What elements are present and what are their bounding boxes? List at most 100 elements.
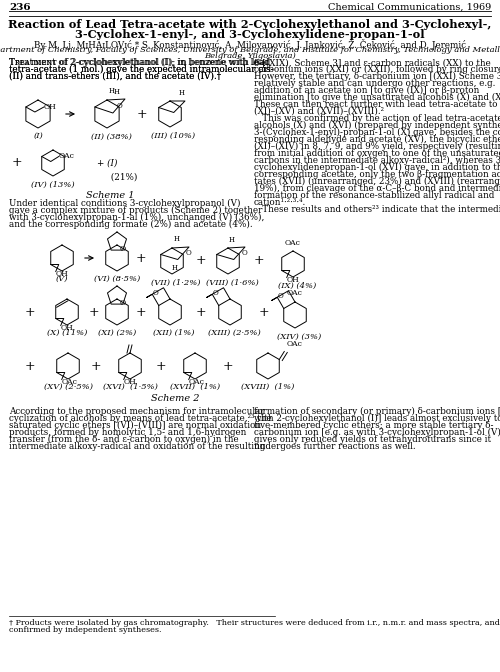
Text: products, formed by homolytic 1,5- and 1,6-hydrogen: products, formed by homolytic 1,5- and 1… [9,428,246,437]
Text: 3-(Cyclohex-1-enyl)-propan-1-ol (X) gave, besides the cor-: 3-(Cyclohex-1-enyl)-propan-1-ol (X) gave… [254,128,500,137]
Text: H: H [109,87,115,95]
Text: 236: 236 [9,3,30,12]
Text: (IX) (4%): (IX) (4%) [278,282,316,290]
Text: Chemical Communications, 1969: Chemical Communications, 1969 [328,3,491,12]
Text: By M. Lj. MɪHAɪLOVɪć,* S. Konstantinovɪć, A. Milovanović, J. Janković, Ž. Čekovi: By M. Lj. MɪHAɪLOVɪć,* S. Konstantinovɪć… [34,39,466,50]
Text: confirmed by independent syntheses.: confirmed by independent syntheses. [9,626,162,634]
Text: +: + [258,306,270,319]
Text: carbonium ions (XXI) or (XXII), followed by ring closure.: carbonium ions (XXI) or (XXII), followed… [254,65,500,74]
Text: OH: OH [124,378,136,386]
Text: addition of an acetate ion [to give (IX)] or β-proton: addition of an acetate ion [to give (IX)… [254,86,480,95]
Text: These results and others²³ indicate that the intermediate: These results and others²³ indicate that… [254,205,500,214]
Text: (21%): (21%) [97,173,138,182]
Text: OH: OH [56,271,68,278]
Text: OAc: OAc [287,289,303,297]
Text: Reaction of Lead Tetra-acetate with 2-Cyclohexylethanol and 3-Cyclohexyl-,: Reaction of Lead Tetra-acetate with 2-Cy… [8,19,492,30]
Text: OAc: OAc [58,153,74,161]
Text: carbonium ion [e.g. as with 3-cyclohexylpropan-1-ol (V)]: carbonium ion [e.g. as with 3-cyclohexyl… [254,428,500,437]
Text: OAc: OAc [188,378,204,386]
Text: O: O [120,245,126,253]
Text: (XVIII)  (1%): (XVIII) (1%) [242,383,294,391]
Text: 3-Cyclohex-1-enyl-, and 3-Cyclohexylidene-propan-1-ol: 3-Cyclohex-1-enyl-, and 3-Cyclohexyliden… [75,29,425,40]
Text: (XVI)  (1·5%): (XVI) (1·5%) [102,383,158,391]
Text: (Department of Chemistry, Faculty of Sciences, University of Belgrade, and Insti: (Department of Chemistry, Faculty of Sci… [0,46,500,54]
Text: and the corresponding formate (2%) and acetate (4%).: and the corresponding formate (2%) and a… [9,220,252,229]
Text: +: + [156,360,166,372]
Text: O: O [152,288,158,296]
Text: (II) (38%): (II) (38%) [90,133,132,141]
Text: cyclization of alcohols by means of lead tetra-acetate,²³ the: cyclization of alcohols by means of lead… [9,414,272,423]
Text: gives only reduced yields of tetrahydrofurans since it: gives only reduced yields of tetrahydrof… [254,435,491,444]
Text: elimination [to give the unsaturated alcohols (X) and (XVI)].: elimination [to give the unsaturated alc… [254,93,500,102]
Text: According to the proposed mechanism for intramolecular: According to the proposed mechanism for … [9,407,264,416]
Text: O: O [120,299,126,307]
Text: cation¹·²·³·⁴.: cation¹·²·³·⁴. [254,198,306,207]
Text: O: O [277,292,283,300]
Text: 19%), from cleavage of the α-C–β-C bond and intermediate: 19%), from cleavage of the α-C–β-C bond … [254,184,500,193]
Text: H: H [114,88,120,96]
Text: O: O [186,249,191,257]
Text: This was confirmed by the action of lead tetra-acetate on: This was confirmed by the action of lead… [254,114,500,123]
Text: OH: OH [60,325,74,333]
Text: tetra-acetate (1 mol.) gave the expected intramolecular cis-: tetra-acetate (1 mol.) gave the expected… [9,65,274,74]
Text: +: + [12,157,22,169]
Text: OAc: OAc [62,378,78,386]
Text: (XVII)  (1%): (XVII) (1%) [170,383,220,391]
Text: δ-[(XIX), Scheme 3] and ε-carbon radicals (XX) to the: δ-[(XIX), Scheme 3] and ε-carbon radical… [254,58,491,67]
Text: with 2-cyclohexylethanol (I)] leads almost exclusively to: with 2-cyclohexylethanol (I)] leads almo… [254,414,500,423]
Text: intermediate alkoxy-radical and oxidation of the resulting: intermediate alkoxy-radical and oxidatio… [9,442,266,451]
Text: (II) and trans-ethers (III), and the acetate (IV).†: (II) and trans-ethers (III), and the ace… [9,72,221,81]
Text: responding aldehyde and acetate (XV), the bicyclic ethers: responding aldehyde and acetate (XV), th… [254,135,500,144]
Text: carbons in the intermediate alkoxy-radical²), whereas 3-: carbons in the intermediate alkoxy-radic… [254,156,500,165]
Text: OAc: OAc [285,239,301,247]
Text: (XIV) (3%): (XIV) (3%) [277,333,321,341]
Text: H: H [172,263,177,271]
Text: H: H [179,89,185,97]
Text: (VII) (1·2%): (VII) (1·2%) [151,279,201,287]
Text: +: + [136,306,146,319]
Text: H: H [229,236,235,244]
Text: from initial addition of oxygen to one of the unsaturated: from initial addition of oxygen to one o… [254,149,500,158]
Text: Scheme 2: Scheme 2 [151,394,199,403]
Text: O: O [212,288,218,296]
Text: +: + [24,306,36,319]
Text: corresponding acetate, only the two β-fragmentation ace-: corresponding acetate, only the two β-fr… [254,170,500,179]
Text: (III) (10%): (III) (10%) [151,132,195,140]
Text: relatively stable and can undergo other reactions, e.g.: relatively stable and can undergo other … [254,79,496,88]
Text: (IV) (13%): (IV) (13%) [31,181,75,189]
Text: formation of the resonance-stabilized allyl radical and: formation of the resonance-stabilized al… [254,191,494,200]
Text: (XI) (2%): (XI) (2%) [98,329,136,337]
Text: (VIII) (1·6%): (VIII) (1·6%) [206,279,258,287]
Text: transfer (from the δ- and ε-carbon to oxygen) in the: transfer (from the δ- and ε-carbon to ox… [9,435,238,444]
Text: +: + [196,306,206,319]
Text: Tʀᴇᴀᴛᴍᴇɴᴛ of 2-cyclohexylethanol (I); in benzene with lead: Tʀᴇᴀᴛᴍᴇɴᴛ of 2-cyclohexylethanol (I); in… [9,58,270,67]
Text: tetra-acetate (1 mol.) gave the expected intramolecular cis-: tetra-acetate (1 mol.) gave the expected… [9,65,274,74]
Text: with 3-cyclohexylpropan-1-al (1%), unchanged (V) (36%),: with 3-cyclohexylpropan-1-al (1%), uncha… [9,213,264,222]
Text: Scheme 1: Scheme 1 [86,191,134,200]
Text: H: H [174,235,180,243]
Text: (VI) (8·5%): (VI) (8·5%) [94,275,140,283]
Text: O: O [242,249,247,257]
Text: +: + [196,255,206,267]
Text: OH: OH [286,276,300,284]
Text: five-membered cyclic ethers; a more stable tertiary δ-: five-membered cyclic ethers; a more stab… [254,421,494,430]
Text: (X) (11%): (X) (11%) [47,329,87,337]
Text: cyclohexylidenepropan-1-ol (XVI) gave, in addition to the: cyclohexylidenepropan-1-ol (XVI) gave, i… [254,163,500,172]
Text: +: + [222,360,234,372]
Text: (XI)–(XIV) in 8, 7, 9, and 9% yield, respectively (resulting: (XI)–(XIV) in 8, 7, 9, and 9% yield, res… [254,142,500,151]
Text: (XIII) (2·5%): (XIII) (2·5%) [208,329,260,337]
Text: saturated cyclic ethers [(VI)–(VIII)] are normal oxidation: saturated cyclic ethers [(VI)–(VIII)] ar… [9,421,261,430]
Text: +: + [136,108,147,120]
Text: OH: OH [44,103,56,111]
Text: Treatment of 2-cyclohexylethanol (I); in benzene with lead: Treatment of 2-cyclohexylethanol (I); in… [9,58,269,67]
Text: undergoes further reactions as well.: undergoes further reactions as well. [254,442,416,451]
Text: These can then react further with lead tetra-acetate to give: These can then react further with lead t… [254,100,500,109]
Text: (I): (I) [33,132,43,140]
Text: (II) and trans-ethers (III), and the acetate (IV).†: (II) and trans-ethers (III), and the ace… [9,72,221,81]
Text: alcohols (X) and (XVI) (prepared by independent syntheses).: alcohols (X) and (XVI) (prepared by inde… [254,121,500,130]
Text: However, the tertiary, δ-carbonium ion [(XXI) Scheme 3] is: However, the tertiary, δ-carbonium ion [… [254,72,500,81]
Text: tates (XVII) (unrearranged, 23%) and (XVIII) (rearranged: tates (XVII) (unrearranged, 23%) and (XV… [254,177,500,186]
Text: Under identical conditions 3-cyclohexylpropanol (V): Under identical conditions 3-cyclohexylp… [9,199,240,208]
Text: OAc: OAc [286,341,302,349]
Text: +: + [88,306,100,319]
